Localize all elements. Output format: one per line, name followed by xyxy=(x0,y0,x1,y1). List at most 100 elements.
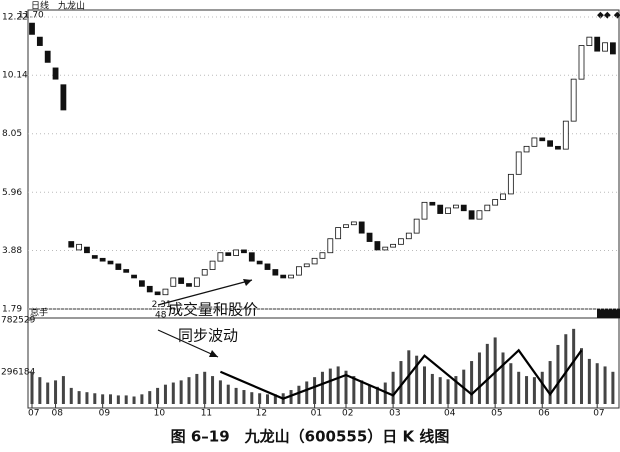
x-tick-label: 12 xyxy=(256,409,267,419)
volume-sub-label: 48 xyxy=(155,311,167,321)
candle xyxy=(52,67,59,80)
x-tick-label: 01 xyxy=(311,409,322,419)
candle xyxy=(209,260,216,270)
volume-bar xyxy=(430,373,434,404)
x-tick-label: 05 xyxy=(491,409,502,419)
volume-bar xyxy=(211,376,215,404)
candle xyxy=(138,280,145,287)
volume-bar xyxy=(540,371,544,404)
volume-bar xyxy=(556,344,560,404)
x-tick-label: 07 xyxy=(593,409,604,419)
volume-bar xyxy=(328,368,332,404)
volume-bar xyxy=(93,393,97,404)
candle xyxy=(319,252,326,259)
volume-bar xyxy=(77,391,81,404)
candle xyxy=(107,260,114,265)
candle xyxy=(610,42,616,55)
volume-bar xyxy=(336,366,340,404)
marker-block xyxy=(597,309,620,318)
x-tick-label: 03 xyxy=(389,409,400,419)
candle xyxy=(335,227,342,240)
x-tick-label: 07 xyxy=(28,409,39,419)
volume-bar xyxy=(501,352,505,404)
volume-bar xyxy=(391,371,395,404)
candle xyxy=(248,252,255,262)
volume-bar xyxy=(572,328,576,404)
candle xyxy=(350,221,357,226)
candle xyxy=(594,36,601,52)
arrow-head xyxy=(209,350,218,357)
x-tick-label: 10 xyxy=(154,409,166,419)
plot-frame xyxy=(27,9,620,409)
candle xyxy=(264,263,271,270)
candle xyxy=(562,120,569,150)
candle xyxy=(162,288,169,296)
candle xyxy=(68,241,75,248)
candle xyxy=(256,260,263,265)
candle xyxy=(29,22,35,35)
volume-bar xyxy=(156,387,160,404)
candle xyxy=(413,218,420,234)
volume-bar xyxy=(320,371,324,404)
candle xyxy=(60,84,67,111)
y-tick-label: 12.22 xyxy=(2,13,28,23)
volume-bar xyxy=(383,382,387,404)
candle xyxy=(186,283,192,287)
x-tick-label: 08 xyxy=(52,409,64,419)
volume-bar xyxy=(352,376,356,404)
volume-bar xyxy=(289,390,293,404)
candle xyxy=(586,36,593,46)
candle xyxy=(515,151,522,175)
volume-bar xyxy=(266,394,269,404)
arrow xyxy=(157,329,219,358)
annotation: 成交量和股价 xyxy=(168,301,258,319)
volume-bar xyxy=(368,384,372,404)
volume-bar xyxy=(61,376,65,404)
candle xyxy=(358,221,365,234)
volume-bar xyxy=(415,355,419,404)
volume-bar xyxy=(250,392,254,404)
volume-bar xyxy=(423,366,426,404)
volume-tick-label: 782529 xyxy=(1,315,36,325)
candle xyxy=(36,36,43,46)
volume-bar xyxy=(242,390,246,404)
volume-label: 总手 xyxy=(30,307,48,319)
stock-name: 九龙山 xyxy=(58,0,85,12)
volume-bar xyxy=(187,377,191,404)
candle xyxy=(500,193,506,200)
volume-bar xyxy=(399,361,403,404)
candle xyxy=(555,145,561,150)
candle xyxy=(303,263,310,268)
volume-bar xyxy=(46,382,50,404)
x-tick-label: 02 xyxy=(342,409,353,419)
volume-bar xyxy=(179,380,183,404)
candle xyxy=(76,243,82,251)
candle xyxy=(539,137,546,142)
candle xyxy=(429,201,436,206)
candle xyxy=(602,42,608,52)
volume-bar xyxy=(85,392,89,404)
volume-bar xyxy=(132,396,136,404)
x-tick-label: 11 xyxy=(201,409,212,419)
volume-bar xyxy=(54,380,58,404)
candle xyxy=(91,255,98,259)
x-tick-label: 09 xyxy=(99,409,111,419)
volume-bar xyxy=(163,384,167,404)
volume-bar xyxy=(218,380,222,404)
volume-bar xyxy=(344,370,348,404)
candle xyxy=(476,210,483,220)
volume-bar xyxy=(116,395,120,404)
chart-title: 日线 xyxy=(31,0,49,12)
candle xyxy=(531,137,538,147)
volume-bar xyxy=(297,385,301,404)
candle xyxy=(452,204,459,209)
volume-bar xyxy=(485,343,489,404)
volume-bar xyxy=(360,380,364,404)
volume-bar xyxy=(38,377,42,404)
candle xyxy=(241,249,247,254)
arrow-head xyxy=(243,279,252,286)
volume-bar xyxy=(470,361,474,404)
volume-bar xyxy=(273,394,277,404)
volume-bar xyxy=(477,352,481,404)
candle xyxy=(484,204,491,212)
